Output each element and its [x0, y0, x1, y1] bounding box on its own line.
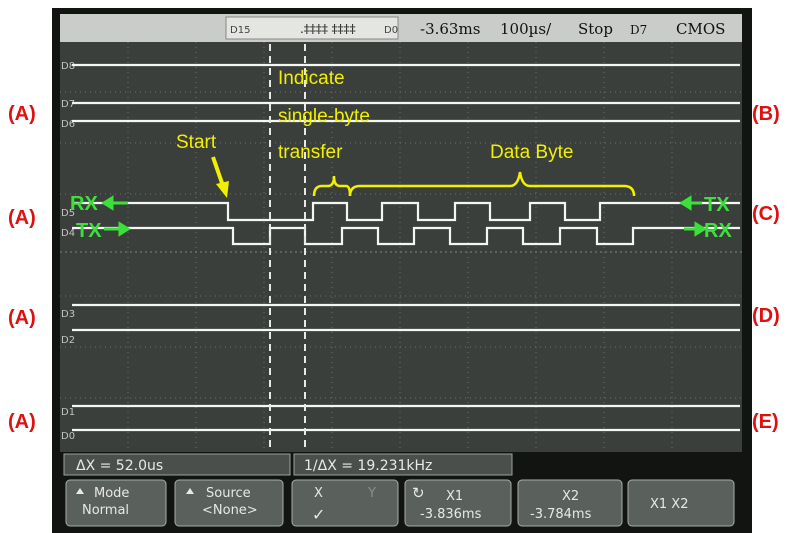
channel-label: D2 — [61, 335, 75, 346]
callout: Data Byte — [490, 142, 573, 163]
signal-label: RX — [70, 193, 98, 215]
time-scale: 100µs/ — [500, 20, 552, 38]
channel-label: D8 — [61, 61, 75, 72]
annotation: (E) — [752, 411, 779, 433]
callout: single-byte — [278, 106, 370, 127]
signal-label: RX — [704, 220, 732, 242]
softkey-value: ✓ — [312, 505, 325, 524]
callout: Indicate — [278, 68, 345, 89]
range-start: D15 — [230, 25, 250, 36]
annotation: (D) — [752, 305, 780, 327]
softkey-label: Y — [367, 486, 376, 501]
softkey-value: <None> — [202, 503, 258, 518]
screen — [60, 40, 742, 452]
softkey-label: X2 — [562, 489, 579, 504]
channel-label: D1 — [61, 407, 75, 418]
range-end: D0 — [384, 25, 398, 36]
threshold: CMOS — [676, 20, 725, 38]
softkey-label: X1 — [446, 489, 463, 504]
measurement: ΔX = 52.0us — [76, 458, 163, 474]
measurement: 1/ΔX = 19.231kHz — [304, 458, 432, 474]
softkey-label: X1 X2 — [650, 497, 689, 512]
time-offset: -3.63ms — [420, 20, 480, 38]
channel-label: D0 — [61, 431, 75, 442]
softkey-label: X — [314, 486, 323, 501]
channel-ticks: .‡‡‡‡ ‡‡‡‡ — [300, 22, 356, 36]
annotation: (A) — [8, 307, 36, 329]
softkey-label: Source — [206, 486, 251, 501]
softkey-value: Normal — [82, 503, 129, 518]
trigger-source: D7 — [630, 23, 647, 37]
signal-label: TX — [704, 194, 730, 216]
channel-label: D3 — [61, 309, 75, 320]
signal-label: TX — [76, 220, 102, 242]
callout: transfer — [278, 142, 343, 163]
softkey-icon: ↻ — [412, 484, 425, 502]
annotation: (C) — [752, 203, 780, 225]
run-state: Stop — [578, 20, 613, 38]
channel-label: D7 — [61, 99, 75, 110]
annotation: (A) — [8, 103, 36, 125]
annotation: (A) — [8, 207, 36, 229]
softkey-label: Mode — [94, 486, 129, 501]
annotation: (B) — [752, 103, 780, 125]
channel-label: D4 — [61, 228, 75, 239]
softkey[interactable] — [292, 480, 398, 526]
callout: Start — [176, 132, 217, 153]
annotation: (A) — [8, 411, 36, 433]
softkey-value: -3.784ms — [530, 507, 592, 522]
softkey-value: -3.836ms — [420, 507, 482, 522]
screenshot: D15 .‡‡‡‡ ‡‡‡‡ D0 -3.63ms 100µs/ Stop D7… — [0, 0, 789, 533]
